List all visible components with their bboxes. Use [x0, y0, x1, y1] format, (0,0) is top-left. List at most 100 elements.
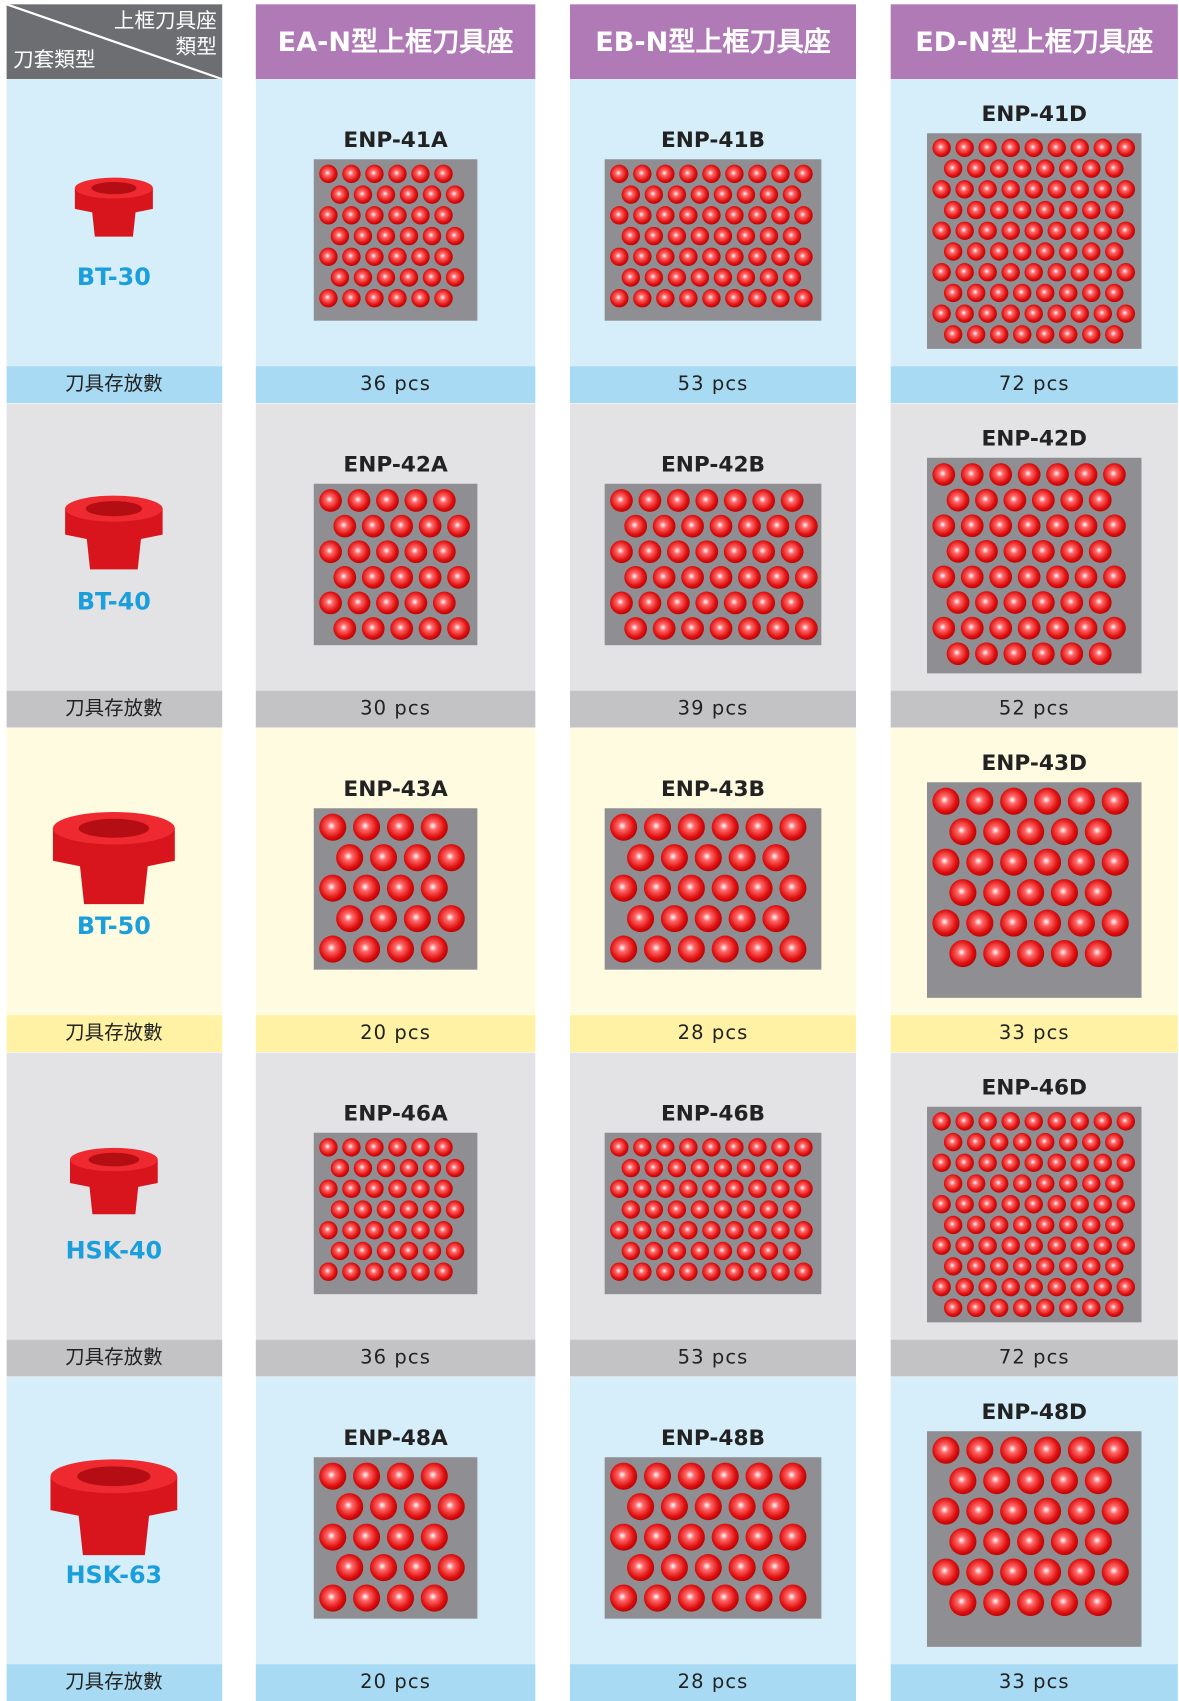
pocket [390, 565, 414, 589]
pocket [794, 1262, 813, 1281]
pocket [342, 164, 361, 184]
pocket [702, 1138, 721, 1157]
pocket [638, 489, 662, 512]
pocket [353, 268, 373, 287]
pocket [946, 488, 970, 512]
pocket [1082, 242, 1101, 261]
hole-pattern [319, 1138, 465, 1281]
pocket [1082, 283, 1101, 303]
pocket [621, 1241, 641, 1261]
pocket [333, 514, 357, 538]
pocket [759, 1241, 779, 1261]
pocket [762, 1493, 790, 1521]
pocket [403, 1554, 431, 1582]
pocket [361, 565, 385, 589]
pocket [978, 180, 997, 199]
pocket [342, 1179, 361, 1199]
pocket [386, 1584, 414, 1612]
pocket [738, 565, 761, 589]
pocket [399, 268, 419, 287]
count-band [6, 690, 223, 728]
count-label: 刀具存放數 [65, 1346, 163, 1369]
pocket [610, 247, 629, 266]
pocket [702, 1221, 721, 1240]
pocket [745, 813, 773, 841]
pocket [966, 200, 986, 220]
pocket [1059, 159, 1078, 178]
pocket [782, 1158, 802, 1178]
pocket [411, 206, 430, 225]
pocket [1036, 242, 1055, 261]
pocket [989, 242, 1009, 261]
pocket [1047, 1153, 1066, 1173]
pocket [361, 617, 385, 640]
pocket [794, 1179, 813, 1199]
pocket [432, 489, 456, 512]
capacity: 33 pcs [999, 1021, 1070, 1044]
pocket [434, 247, 453, 266]
pocket [1012, 1174, 1032, 1193]
pocket [432, 540, 456, 564]
pocket [975, 642, 998, 666]
pocket [1101, 1436, 1129, 1464]
pocket [1047, 1112, 1066, 1131]
pocket [1050, 940, 1078, 968]
pocket [782, 226, 802, 246]
pocket [1017, 1467, 1045, 1495]
pocket [420, 813, 448, 841]
pocket [1101, 787, 1129, 815]
pocket [1070, 221, 1089, 240]
pocket [1024, 1277, 1043, 1297]
pocket [1003, 642, 1027, 666]
pocket [388, 1221, 407, 1240]
model-name: ENP-43A [343, 777, 448, 802]
model-name: ENP-43B [661, 777, 765, 802]
count-label: 刀具存放數 [65, 697, 163, 720]
count-band [890, 1339, 1178, 1377]
pocket [983, 1588, 1011, 1617]
pocket [666, 489, 690, 512]
pocket [643, 1584, 672, 1612]
count-band [255, 366, 536, 404]
count-band [890, 366, 1178, 404]
pocket [1067, 909, 1095, 937]
pocket [403, 905, 431, 933]
pocket [1046, 514, 1069, 538]
hole-pattern [319, 1462, 465, 1612]
pocket [643, 813, 672, 841]
pocket [610, 1462, 638, 1490]
pocket [679, 1262, 698, 1281]
tool-holder-icon [50, 1476, 178, 1556]
pocket [420, 874, 448, 902]
pocket [766, 565, 790, 589]
pocket [759, 1158, 779, 1178]
pocket [627, 844, 655, 872]
pocket [1012, 1132, 1032, 1152]
pocket [376, 1200, 396, 1219]
pocket [960, 514, 984, 538]
pocket [748, 164, 767, 184]
pocket [1033, 909, 1062, 937]
pocket [1105, 325, 1124, 344]
pocket [679, 1138, 698, 1157]
pocket [966, 1558, 994, 1586]
pocket [319, 813, 347, 841]
pocket [949, 940, 977, 968]
pocket [932, 304, 951, 323]
pocket [1024, 180, 1043, 199]
pocket [738, 514, 761, 538]
pocket [771, 1221, 790, 1240]
pocket [946, 539, 970, 563]
pocket [353, 185, 373, 204]
pocket [447, 565, 470, 589]
pocket [725, 1221, 744, 1240]
pocket [1084, 1467, 1112, 1495]
pocket [667, 185, 687, 204]
pocket [677, 874, 705, 902]
pocket [966, 325, 986, 344]
pocket [403, 1493, 431, 1521]
pocket [1012, 200, 1032, 220]
pocket [434, 1179, 453, 1199]
pocket [1017, 1588, 1045, 1617]
